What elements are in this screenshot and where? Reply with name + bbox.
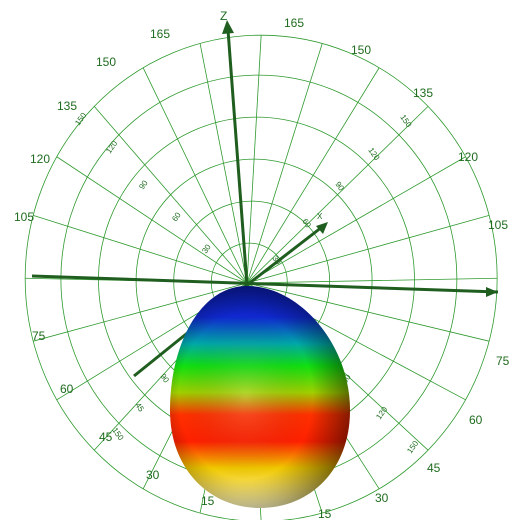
grid-meridian <box>246 156 466 284</box>
radial-tick-labels-upper: 30 60 90 120 150 <box>73 111 213 256</box>
grid-meridian <box>246 67 380 284</box>
elevation-label: 105 <box>14 210 34 224</box>
elevation-label: 75 <box>32 329 46 343</box>
horizontal-axis-arrowhead <box>486 287 498 297</box>
elevation-label: 75 <box>496 354 510 368</box>
grid-meridian <box>33 214 248 284</box>
radial-tick-label: 150 <box>110 426 125 443</box>
grid-meridian <box>246 43 323 284</box>
grid-meridian <box>246 214 490 284</box>
elevation-label: 105 <box>488 218 508 232</box>
elevation-label: 120 <box>458 150 478 164</box>
elevation-label: 30 <box>146 468 160 482</box>
radial-tick-label: 150 <box>398 113 413 130</box>
elevation-label: 120 <box>30 152 50 166</box>
radial-tick-labels-left-lower: 90 45 150 <box>110 372 171 443</box>
grid-meridian <box>93 106 248 284</box>
lobe-shading <box>170 286 350 508</box>
elevation-labels-right: 165 150 135 120 105 75 60 45 30 15 <box>284 16 510 520</box>
grid-meridian <box>246 282 490 342</box>
radial-tick-labels-right: 30 60 90 120 150 <box>270 113 413 267</box>
radial-tick-label: 90 <box>158 372 171 385</box>
elevation-label: 15 <box>318 507 332 520</box>
radial-tick-label: 120 <box>366 146 381 163</box>
diagonal-axis-label: X <box>317 212 323 221</box>
elevation-label: 60 <box>469 413 483 427</box>
radial-tick-labels-lower: 90 120 150 <box>340 372 420 455</box>
diagonal-axis-arrowhead <box>316 222 328 234</box>
elevation-label: 15 <box>201 494 215 508</box>
grid-meridian <box>56 156 248 284</box>
elevation-label: 165 <box>284 16 304 30</box>
z-axis-label: Z <box>220 9 227 23</box>
radial-tick-label: 90 <box>333 180 346 193</box>
diagonal-axis-front <box>246 225 323 287</box>
radial-tick-label: 120 <box>374 405 389 422</box>
radial-tick-label: 120 <box>104 139 119 156</box>
elevation-label: 45 <box>427 461 441 475</box>
elevation-label: 135 <box>413 86 433 100</box>
elevation-label: 135 <box>57 99 77 113</box>
radial-tick-label: 45 <box>133 401 146 414</box>
grid-meridian <box>246 106 429 284</box>
horizontal-axis <box>31 274 499 294</box>
elevation-labels-left: 165 150 135 120 105 75 60 45 30 15 <box>14 27 215 508</box>
elevation-label: 165 <box>150 27 170 41</box>
radial-tick-label: 60 <box>300 217 313 230</box>
grid-meridian <box>33 282 248 342</box>
elevation-label: 60 <box>60 382 74 396</box>
z-axis <box>226 29 249 286</box>
grid-meridian <box>199 43 248 284</box>
radiation-lobe <box>170 286 350 508</box>
radial-tick-label: 60 <box>170 210 183 223</box>
elevation-label: 45 <box>99 430 113 444</box>
elevation-label: 30 <box>375 491 389 505</box>
elevation-label: 150 <box>96 55 116 69</box>
radial-tick-label: 150 <box>73 111 88 128</box>
grid-meridian <box>246 35 262 284</box>
grid-meridian <box>142 67 248 284</box>
elevation-label: 150 <box>351 43 371 57</box>
radial-tick-label: 90 <box>137 178 150 191</box>
z-axis-arrowhead <box>222 20 234 34</box>
grid-meridian <box>246 277 498 284</box>
